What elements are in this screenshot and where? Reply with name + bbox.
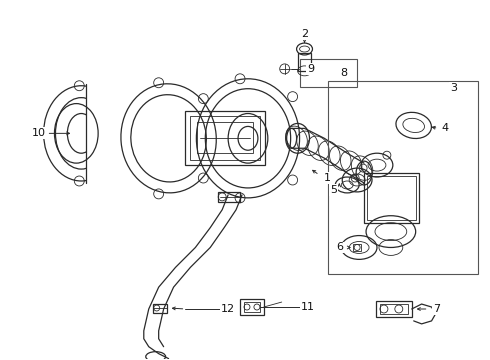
Text: 7: 7 (433, 304, 440, 314)
Bar (299, 59, 357, 87)
Text: 1: 1 (324, 173, 331, 183)
Text: 10: 10 (31, 129, 46, 138)
Bar (380, 304, 408, 314)
Bar (197, 122, 253, 153)
Bar (218, 192, 240, 202)
Bar (153, 304, 167, 313)
Bar (297, 53, 312, 71)
Text: 3: 3 (450, 83, 457, 93)
Text: 4: 4 (442, 123, 449, 134)
Text: 8: 8 (341, 68, 348, 78)
Bar (367, 176, 416, 220)
Text: 6: 6 (336, 243, 343, 252)
Text: 9: 9 (307, 64, 314, 74)
Bar (376, 301, 412, 317)
Text: 12: 12 (221, 304, 235, 314)
Bar (86, 84, 126, 183)
Text: 5: 5 (330, 185, 337, 195)
Bar (328, 81, 478, 274)
Text: 11: 11 (300, 302, 315, 312)
Bar (353, 243, 361, 251)
Bar (185, 111, 265, 165)
Text: 2: 2 (301, 29, 308, 39)
Bar (240, 299, 264, 315)
Bar (191, 116, 260, 160)
Bar (364, 173, 418, 223)
Bar (244, 302, 260, 312)
